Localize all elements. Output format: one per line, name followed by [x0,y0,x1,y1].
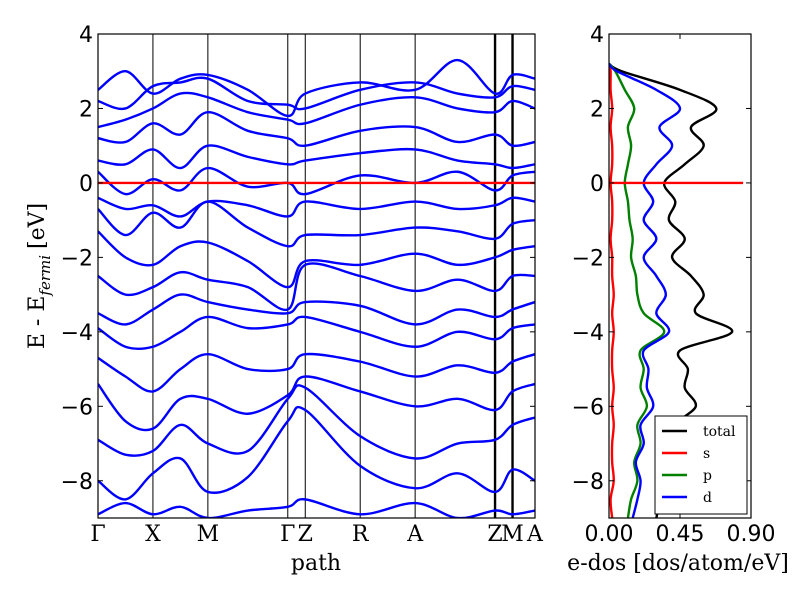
kpoint-label: R [352,522,370,547]
kpoint-label: Γ [90,522,105,547]
y-tick-label: −4 [61,321,93,346]
band-12-line [98,166,535,196]
kpoint-label: A [406,522,424,547]
dos-x-tick-label: 0.45 [656,522,705,547]
band-x-axis-label: path [291,551,341,576]
kpoint-label: Z [298,522,313,547]
ylabel-subscript: fermi [36,255,54,297]
band-1-line [98,498,535,518]
dos-y-tick-label: 2 [590,97,604,122]
kpoint-label: M [501,522,524,547]
dos-y-tick-label: −8 [572,470,604,495]
band-9-line [98,230,535,289]
band-6-line [98,315,535,351]
dos-y-tick-label: −4 [572,321,604,346]
band-3-line [98,384,535,460]
dos-y-tick-label: −2 [572,246,604,271]
band-4-line [98,375,535,432]
dos-x-tick-label: 0.00 [585,522,634,547]
kpoint-label: A [526,522,544,547]
dos-y-tick-label: 0 [590,172,604,197]
y-tick-label: 0 [79,172,93,197]
y-tick-label: 2 [79,97,93,122]
y-tick-label: −6 [61,395,93,420]
band-11-line [98,196,535,218]
legend-label-p: p [703,468,712,484]
band-5-line [98,352,535,393]
band-10-line [98,200,535,248]
kpoint-label: Γ [280,522,295,547]
y-tick-label: −8 [61,470,93,495]
dos-x-tick-label: 0.90 [727,522,776,547]
dos-y-tick-label: −6 [572,395,604,420]
legend-label-d: d [703,490,712,506]
band-13-line [98,144,535,170]
ylabel-main: E - E [25,296,50,350]
band-lines [98,58,535,518]
dos-legend: total spd [654,415,748,515]
legend-label-s: s [703,446,710,462]
legend-label-total: total [703,424,736,440]
legend-box [654,415,748,515]
band-14-line [98,110,535,148]
dos-x-axis-label: e-dos [dos/atom/eV] [567,551,789,576]
kpoint-label: M [197,522,220,547]
ylabel-unit: [eV] [25,203,50,249]
dos-series-p [609,62,666,518]
band-y-axis-label: E - Efermi [eV] [25,203,54,349]
dos-series-d [609,62,682,518]
y-tick-label: 4 [79,23,93,48]
dos-x-ticks: 0.00 0.45 0.90 [585,34,776,547]
band-structure-panel: 420−2−4−6−8 Γ X M Γ Z R A ZM A path E - Efermi[e… [25,23,544,576]
dos-panel: 4 2 0 −2 −4 −6 −8 0.00 0.45 0.90 e-dos [dos/atom… [567,23,789,576]
band-15-line [98,91,535,129]
svg-text:E - Efermi[eV]: E - Efermi [eV] [25,203,54,349]
kpoint-label: X [145,522,161,547]
dos-y-tick-label: 4 [590,23,604,48]
band-axes-frame [97,33,536,519]
kpoint-separators [152,34,514,518]
dos-series-s [609,63,615,518]
band-y-ticks: 4 2 0 −2 −4 −6 −8 [61,23,535,495]
dos-y-ticks: 4 2 0 −2 −4 −6 −8 [572,23,751,495]
band-7-line [98,293,535,326]
band-17-line [98,58,535,118]
y-tick-label: −2 [61,246,93,271]
band-2-line [98,405,535,501]
kpoint-label: Z [487,522,502,547]
band-x-ticks: Γ X M Γ Z R A ZM A [90,522,544,547]
band-16-line [98,76,535,111]
band-8-line [98,262,535,312]
